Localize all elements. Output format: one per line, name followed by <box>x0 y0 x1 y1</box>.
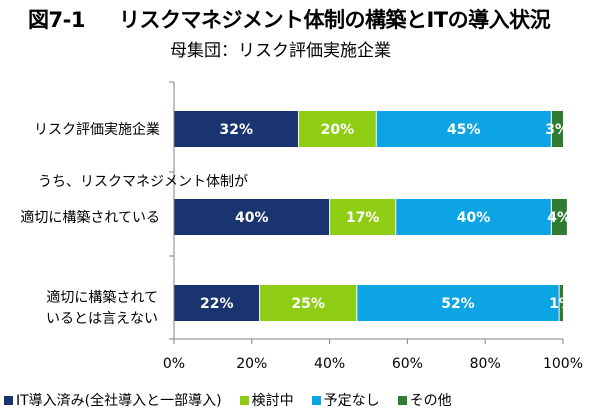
bar-segment <box>174 199 330 235</box>
legend-item: 予定なし <box>311 390 380 410</box>
category-label: 適切に構築されている <box>20 209 160 226</box>
bar-segment <box>551 199 567 235</box>
category-label: 適切に構築されて <box>46 289 158 306</box>
bar-segment <box>259 285 357 321</box>
data-label: 3% <box>545 122 569 138</box>
legend-item: 検討中 <box>239 390 294 410</box>
bar-segment <box>298 111 377 147</box>
data-label: 52% <box>441 296 475 312</box>
category-label: うち、リスクマネジメント体制が <box>38 174 248 190</box>
legend-swatch <box>4 395 13 405</box>
bar-segment <box>174 285 260 321</box>
legend: IT導入済み(全社導入と一部導入) 検討中 予定なし その他 <box>4 390 452 410</box>
legend-swatch <box>397 395 407 405</box>
chart-subtitle: 母集団：リスク評価実施企業 <box>170 41 391 61</box>
chart-title: 図7-1 リスクマネジメント体制の構築とITの導入状況 <box>28 4 551 34</box>
legend-label: その他 <box>409 393 452 409</box>
data-label: 32% <box>219 122 253 138</box>
legend-item: IT導入済み(全社導入と一部導入) <box>4 390 222 410</box>
data-label: 40% <box>235 210 269 226</box>
x-tick-label: 20% <box>236 356 267 372</box>
legend-label: 予定なし <box>323 393 380 409</box>
legend-label: 検討中 <box>251 393 294 409</box>
bar-segment <box>174 111 299 147</box>
legend-item: その他 <box>397 390 452 410</box>
x-tick-label: 40% <box>314 356 345 372</box>
x-tick-label: 80% <box>470 356 501 372</box>
data-label: 45% <box>447 122 481 138</box>
legend-swatch <box>311 395 321 405</box>
figure-number: 図7-1 <box>28 8 85 32</box>
bar-segment <box>329 199 396 235</box>
x-tick-label: 60% <box>392 356 423 372</box>
x-tick-label: 0% <box>163 356 185 372</box>
bar-segment <box>395 199 552 235</box>
data-label: 1% <box>549 296 573 312</box>
bar-segment <box>551 111 563 147</box>
title-text: リスクマネジメント体制の構築とITの導入状況 <box>118 8 551 32</box>
category-label: いるとは言えない <box>46 311 158 327</box>
bar-segment <box>376 111 552 147</box>
bar-segment <box>559 285 563 321</box>
legend-label: IT導入済み(全社導入と一部導入) <box>16 393 222 409</box>
bar-segment <box>356 285 560 321</box>
legend-swatch <box>239 395 249 405</box>
data-label: 20% <box>321 122 355 138</box>
data-label: 40% <box>457 210 491 226</box>
category-label: リスク評価実施企業 <box>34 121 160 138</box>
data-label: 17% <box>346 210 380 226</box>
data-label: 25% <box>291 296 325 312</box>
data-label: 4% <box>547 210 571 226</box>
x-tick-label: 100% <box>543 356 583 372</box>
data-label: 22% <box>200 296 234 312</box>
